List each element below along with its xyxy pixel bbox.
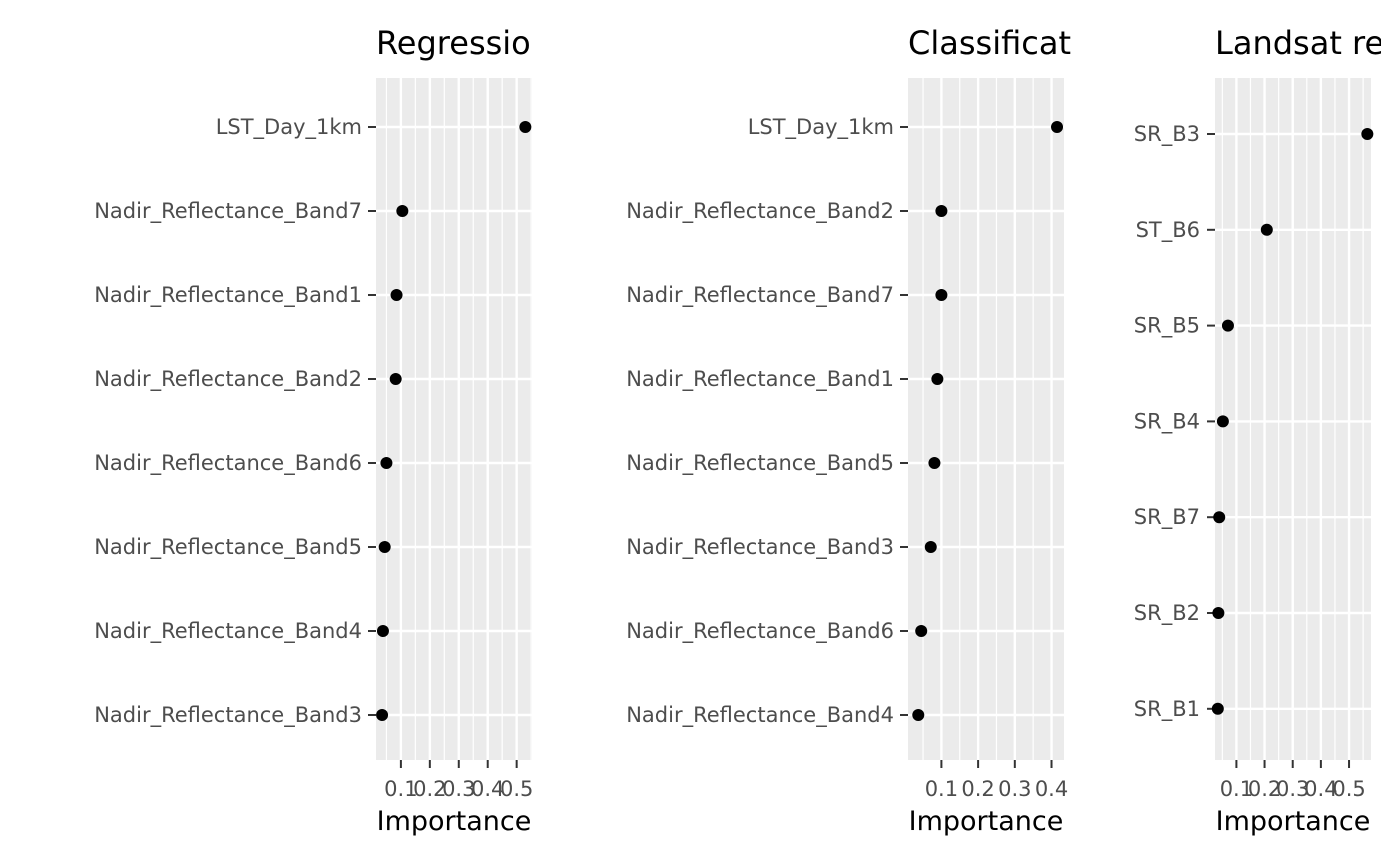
data-point (519, 121, 532, 133)
y-tick-label: LST_Day_1km (216, 115, 362, 140)
y-tick-label: Nadir_Reflectance_Band6 (626, 619, 894, 644)
y-tick-label: ST_B6 (1136, 218, 1200, 243)
data-point (1051, 121, 1064, 133)
data-point (1361, 128, 1374, 140)
data-point (1212, 607, 1225, 619)
x-tick-label: 0.4 (1304, 777, 1337, 801)
data-point (931, 373, 944, 385)
x-tick-label: 0.1 (1220, 777, 1253, 801)
data-point (396, 205, 409, 217)
data-point (376, 709, 389, 721)
y-tick-label: SR_B7 (1134, 505, 1200, 530)
data-point (1260, 223, 1273, 236)
panel-background (376, 78, 532, 760)
y-tick-label: Nadir_Reflectance_Band6 (94, 451, 362, 476)
y-tick-label: Nadir_Reflectance_Band2 (94, 367, 362, 392)
x-tick-label: 0.5 (500, 777, 533, 801)
y-tick-label: LST_Day_1km (748, 115, 894, 140)
panel-title: Landsat re (1215, 24, 1384, 62)
x-tick-label: 0.3 (442, 777, 475, 801)
x-tick-label: 0.2 (1248, 777, 1281, 801)
data-point (389, 373, 402, 385)
y-tick-label: Nadir_Reflectance_Band5 (626, 451, 894, 476)
data-point (924, 541, 937, 553)
x-tick-label: 0.5 (1332, 777, 1365, 801)
x-tick-label: 0.1 (925, 777, 958, 801)
data-point (928, 457, 941, 469)
data-point (390, 289, 403, 301)
x-tick-label: 0.4 (1035, 777, 1068, 801)
y-tick-label: SR_B1 (1134, 697, 1200, 722)
x-tick-label: 0.2 (961, 777, 994, 801)
y-tick-label: Nadir_Reflectance_Band3 (626, 535, 894, 560)
data-point (380, 457, 393, 469)
x-tick-label: 0.2 (413, 777, 446, 801)
y-tick-label: Nadir_Reflectance_Band4 (626, 703, 894, 728)
y-tick-label: Nadir_Reflectance_Band5 (94, 535, 362, 560)
data-point (912, 709, 925, 721)
y-tick-label: Nadir_Reflectance_Band7 (94, 199, 362, 224)
y-tick-label: Nadir_Reflectance_Band1 (94, 283, 362, 308)
panel-2: LST_Day_1km Nadir_Reflectance_Band2 Nadir_… (626, 24, 1071, 837)
data-point (376, 625, 389, 637)
data-point (1213, 511, 1226, 524)
x-axis-title: Importance (909, 806, 1064, 837)
panel-title: Classificat (908, 24, 1071, 62)
x-axis-title: Importance (1216, 806, 1371, 837)
x-tick-label: 0.4 (471, 777, 504, 801)
y-tick-label: Nadir_Reflectance_Band1 (626, 367, 894, 392)
y-tick-label: Nadir_Reflectance_Band4 (94, 619, 362, 644)
data-point (1211, 702, 1224, 715)
panel-1: LST_Day_1km Nadir_Reflectance_Band7 Nadir_… (94, 24, 533, 837)
data-point (935, 289, 948, 301)
x-tick-label: 0.1 (384, 777, 417, 801)
data-point (378, 541, 391, 553)
y-tick-label: SR_B5 (1134, 314, 1200, 339)
data-point (1216, 415, 1229, 428)
y-tick-label: SR_B3 (1134, 122, 1200, 147)
x-tick-label: 0.3 (998, 777, 1031, 801)
panel-title: Regressio (376, 24, 531, 62)
x-axis-title: Importance (377, 806, 532, 837)
y-tick-label: SR_B4 (1134, 409, 1200, 434)
data-point (915, 625, 928, 637)
y-tick-label: Nadir_Reflectance_Band3 (94, 703, 362, 728)
x-tick-label: 0.3 (1276, 777, 1309, 801)
data-point (1221, 319, 1234, 332)
y-tick-label: SR_B2 (1134, 601, 1200, 626)
y-tick-label: Nadir_Reflectance_Band2 (626, 199, 894, 224)
panel-3: SR_B3ST_B6SR_B5SR_B4SR_B7SR_B2SR_B10.10.… (1134, 24, 1384, 837)
data-point (935, 205, 948, 217)
panel-background (908, 78, 1064, 760)
y-tick-label: Nadir_Reflectance_Band7 (626, 283, 894, 308)
